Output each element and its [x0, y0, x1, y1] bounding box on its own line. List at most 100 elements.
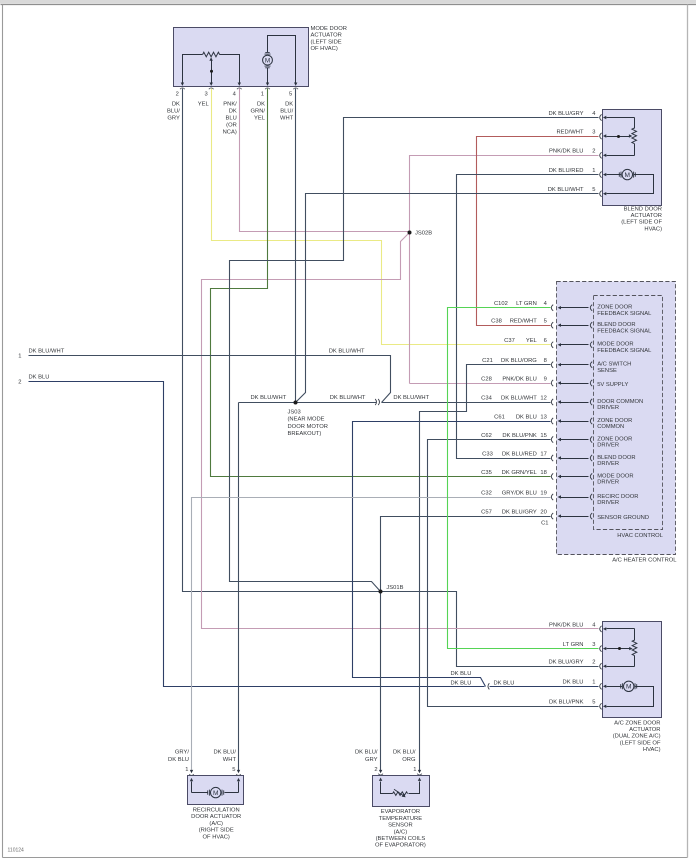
svg-text:RED/WHT: RED/WHT	[510, 319, 538, 325]
svg-text:DK BLU/GRY: DK BLU/GRY	[548, 660, 583, 666]
svg-text:(LEFT SIDE OF: (LEFT SIDE OF	[620, 740, 661, 746]
svg-text:(NEAR MODE: (NEAR MODE	[288, 417, 325, 423]
svg-text:A/C HEATER CONTROL: A/C HEATER CONTROL	[612, 558, 677, 564]
svg-text:DK BLU/WHT: DK BLU/WHT	[393, 395, 429, 401]
svg-text:NCA): NCA)	[223, 129, 237, 135]
svg-text:DK: DK	[172, 101, 180, 107]
svg-text:DRIVER: DRIVER	[597, 500, 619, 506]
svg-text:5V SUPPLY: 5V SUPPLY	[597, 382, 628, 388]
svg-text:PNK/DK BLU: PNK/DK BLU	[549, 622, 583, 628]
svg-text:COMMON: COMMON	[597, 424, 624, 430]
svg-text:DK: DK	[229, 108, 237, 114]
svg-text:DK BLU/PNK: DK BLU/PNK	[549, 700, 584, 706]
svg-text:DOOR MOTOR: DOOR MOTOR	[288, 424, 328, 430]
svg-text:GRY: GRY	[365, 757, 378, 763]
svg-text:RED/WHT: RED/WHT	[556, 129, 584, 135]
svg-text:(A/C): (A/C)	[209, 821, 223, 827]
svg-text:C21: C21	[482, 358, 493, 364]
svg-text:SENSE: SENSE	[597, 368, 617, 374]
svg-text:C102: C102	[494, 301, 508, 307]
svg-text:OF EVAPORATOR): OF EVAPORATOR)	[375, 843, 426, 849]
svg-text:M: M	[265, 57, 270, 64]
svg-text:DOOR COMMON: DOOR COMMON	[597, 399, 643, 405]
svg-text:DK BLU: DK BLU	[168, 757, 189, 763]
svg-text:13: 13	[540, 414, 546, 420]
svg-text:2: 2	[592, 660, 595, 666]
svg-text:(DUAL ZONE A/C): (DUAL ZONE A/C)	[613, 734, 661, 740]
svg-text:DK BLU/RED: DK BLU/RED	[549, 168, 584, 174]
svg-text:C37: C37	[504, 338, 515, 344]
svg-text:(BETWEEN COILS: (BETWEEN COILS	[376, 836, 426, 842]
svg-text:JS02B: JS02B	[415, 230, 432, 236]
svg-text:GRY: GRY	[167, 115, 180, 121]
svg-text:JS03: JS03	[288, 409, 301, 415]
svg-text:2: 2	[374, 767, 377, 773]
svg-text:MODE DOOR: MODE DOOR	[597, 342, 633, 348]
svg-text:DK BLU/: DK BLU/	[355, 750, 378, 756]
svg-text:4: 4	[592, 622, 596, 628]
svg-text:GRN/: GRN/	[251, 108, 266, 114]
svg-text:BLU/: BLU/	[280, 108, 293, 114]
svg-text:WHT: WHT	[223, 757, 237, 763]
svg-text:ORG: ORG	[402, 757, 416, 763]
svg-text:DK BLU/RED: DK BLU/RED	[502, 451, 537, 457]
svg-text:DRIVER: DRIVER	[597, 443, 619, 449]
svg-text:ACTUATOR: ACTUATOR	[629, 727, 660, 733]
svg-text:PNK/DK BLU: PNK/DK BLU	[502, 376, 536, 382]
svg-text:DK BLU/PNK: DK BLU/PNK	[502, 433, 537, 439]
svg-text:ZONE DOOR: ZONE DOOR	[597, 436, 632, 442]
svg-text:PNK/DK BLU: PNK/DK BLU	[549, 149, 583, 155]
svg-text:1: 1	[592, 680, 595, 686]
svg-text:M: M	[625, 172, 631, 179]
svg-text:C35: C35	[481, 470, 492, 476]
svg-text:MODE DOOR: MODE DOOR	[311, 26, 347, 32]
svg-text:4: 4	[592, 111, 596, 117]
svg-text:19: 19	[540, 490, 546, 496]
svg-text:WHT: WHT	[280, 115, 294, 121]
svg-text:DK BLU/ORG: DK BLU/ORG	[501, 358, 537, 364]
svg-text:12: 12	[540, 395, 546, 401]
svg-text:1: 1	[413, 767, 416, 773]
svg-text:BLEND DOOR: BLEND DOOR	[597, 455, 635, 461]
svg-text:2: 2	[592, 149, 595, 155]
svg-text:2: 2	[176, 92, 179, 98]
svg-text:(RIGHT SIDE: (RIGHT SIDE	[199, 828, 234, 834]
svg-text:HVAC CONTROL: HVAC CONTROL	[617, 533, 663, 539]
svg-text:TEMPERATURE: TEMPERATURE	[379, 816, 423, 822]
svg-text:GRY/: GRY/	[175, 750, 189, 756]
svg-text:FEEDBACK SIGNAL: FEEDBACK SIGNAL	[597, 311, 652, 317]
svg-text:YEL: YEL	[526, 338, 538, 344]
svg-text:DK BLU: DK BLU	[451, 671, 472, 677]
svg-text:ZONE DOOR: ZONE DOOR	[597, 418, 632, 424]
svg-text:SENSOR GROUND: SENSOR GROUND	[597, 515, 649, 521]
svg-text:DK BLU/: DK BLU/	[213, 750, 236, 756]
svg-text:DK BLU/GRY: DK BLU/GRY	[502, 510, 537, 516]
svg-text:DRIVER: DRIVER	[597, 405, 619, 411]
svg-text:DK BLU/WHT: DK BLU/WHT	[330, 395, 366, 401]
svg-text:DRIVER: DRIVER	[597, 461, 619, 467]
svg-text:5: 5	[544, 319, 547, 325]
svg-text:M: M	[626, 684, 632, 691]
svg-text:C57: C57	[481, 510, 492, 516]
svg-text:C28: C28	[481, 376, 492, 382]
svg-text:FEEDBACK SIGNAL: FEEDBACK SIGNAL	[597, 348, 652, 354]
svg-text:MODE DOOR: MODE DOOR	[597, 473, 633, 479]
svg-text:3: 3	[592, 129, 595, 135]
svg-text:DK: DK	[285, 101, 293, 107]
svg-text:A/C SWITCH: A/C SWITCH	[597, 362, 631, 368]
svg-text:DK BLU: DK BLU	[451, 680, 472, 686]
svg-text:DK BLU/GRY: DK BLU/GRY	[548, 111, 583, 117]
svg-text:110124: 110124	[8, 848, 25, 854]
svg-text:DK BLU/WHT: DK BLU/WHT	[329, 348, 365, 354]
svg-text:DOOR ACTUATOR: DOOR ACTUATOR	[191, 814, 241, 820]
svg-text:C61: C61	[494, 414, 505, 420]
svg-text:DK: DK	[257, 101, 265, 107]
svg-text:PNK/: PNK/	[223, 101, 237, 107]
svg-text:1: 1	[261, 92, 264, 98]
svg-text:C38: C38	[491, 319, 502, 325]
svg-text:C33: C33	[482, 451, 493, 457]
svg-text:(OR: (OR	[226, 122, 237, 128]
svg-text:3: 3	[204, 92, 207, 98]
svg-text:C62: C62	[481, 433, 492, 439]
svg-text:C1: C1	[541, 521, 548, 527]
